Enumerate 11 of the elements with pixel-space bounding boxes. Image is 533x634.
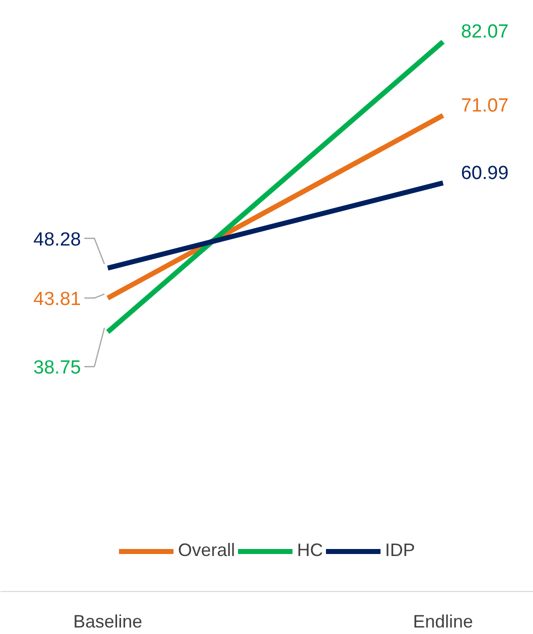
legend-label: IDP [385,540,416,561]
legend-label: Overall [178,540,235,561]
legend-label: HC [297,540,323,561]
x-tick-label: Baseline [73,612,142,632]
data-label: 38.75 [33,358,81,379]
x-tick-label: Endline [412,612,474,632]
data-label: 48.28 [33,229,81,250]
data-label: 82.07 [460,22,509,43]
data-label: 60.99 [460,162,509,184]
data-label: 43.81 [33,289,81,310]
data-label: 71.07 [460,95,509,116]
